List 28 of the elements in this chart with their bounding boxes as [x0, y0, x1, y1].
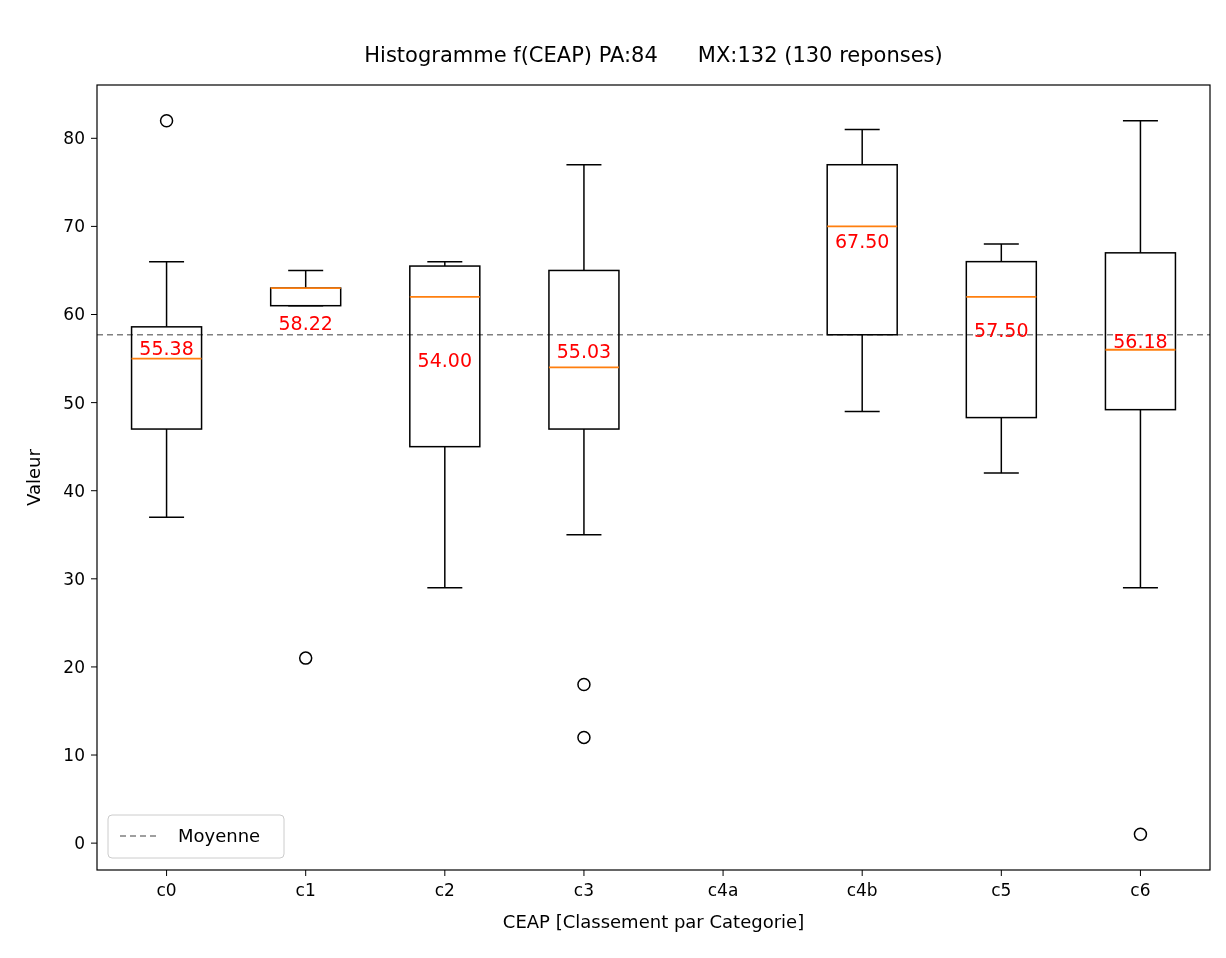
text: 55.03	[556, 340, 612, 363]
x-tick-label: c6	[1130, 880, 1151, 900]
y-tick-label: 10	[63, 744, 85, 765]
y-tick-label: 0	[74, 833, 85, 854]
text: 54.00	[417, 349, 473, 372]
text: 57.50	[974, 318, 1029, 341]
x-tick-label: c2	[434, 880, 455, 900]
y-tick-label: 60	[63, 304, 85, 325]
x-tick-label: c3	[573, 880, 595, 900]
legend-label: Moyenne	[178, 825, 261, 847]
x-tick-label: c4b	[846, 880, 878, 900]
y-tick-label: 30	[63, 568, 85, 589]
x-tick-label: c4a	[707, 880, 739, 900]
x-axis-title: CEAP [Classement par Categorie]	[502, 911, 805, 932]
x-tick-label: c1	[295, 880, 316, 900]
y-tick-label: 80	[63, 128, 85, 149]
y-tick-label: 20	[63, 656, 85, 677]
text: 55.38	[139, 337, 194, 360]
text: 67.50	[834, 230, 890, 253]
y-tick-label: 50	[63, 392, 85, 413]
chart-title: Histogramme f(CEAP) PA:84 MX:132 (130 reponses)	[364, 43, 943, 67]
y-tick-label: 40	[63, 480, 85, 501]
text: 56.18	[1113, 330, 1168, 353]
text: 58.22	[278, 312, 333, 335]
x-tick-label: c5	[991, 880, 1012, 900]
y-axis-title: Valeur	[23, 448, 44, 506]
x-tick-label: c0	[156, 880, 177, 900]
y-tick-label: 70	[63, 216, 85, 237]
